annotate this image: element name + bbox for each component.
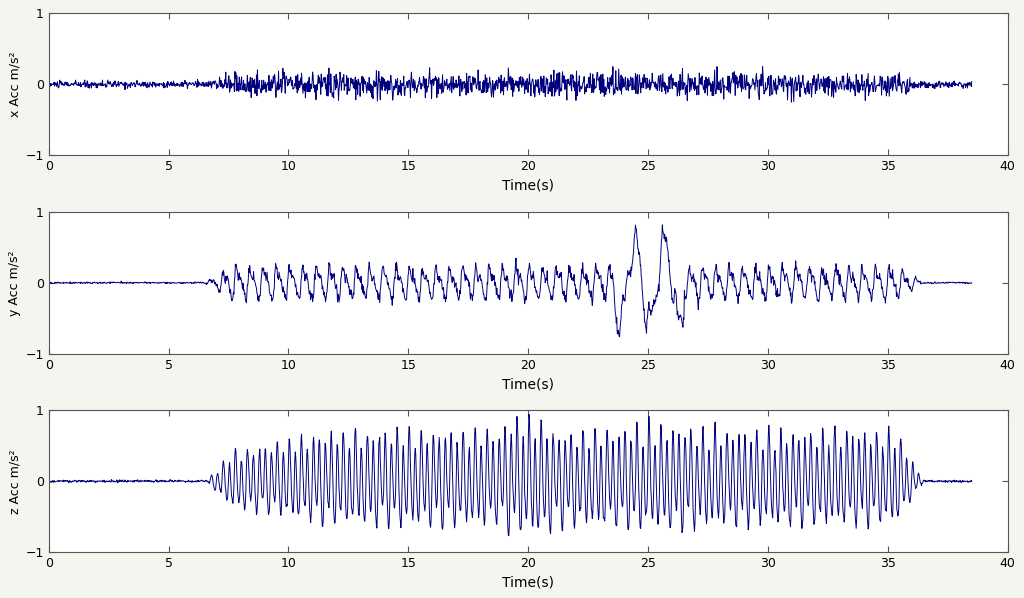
- Y-axis label: x Acc m/s²: x Acc m/s²: [8, 51, 22, 117]
- X-axis label: Time(s): Time(s): [502, 377, 554, 391]
- Y-axis label: y Acc m/s²: y Acc m/s²: [8, 250, 22, 316]
- X-axis label: Time(s): Time(s): [502, 576, 554, 590]
- X-axis label: Time(s): Time(s): [502, 179, 554, 193]
- Y-axis label: z Acc m/s²: z Acc m/s²: [8, 449, 22, 514]
